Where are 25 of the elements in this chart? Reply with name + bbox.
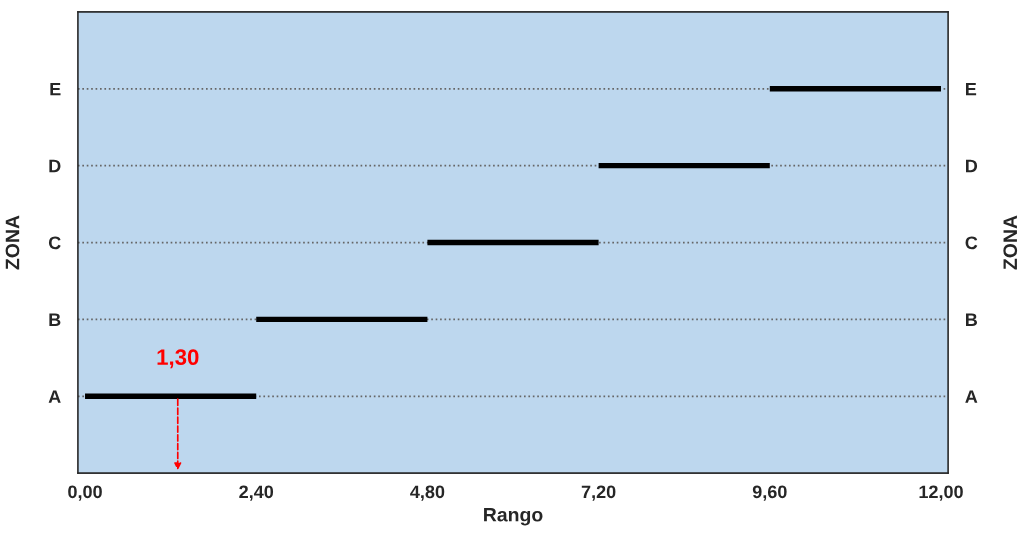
category-label: C xyxy=(965,236,978,250)
x-tick-label: 7,20 xyxy=(581,485,616,501)
y-tick-label: C xyxy=(48,236,61,250)
y2-axis-title: ZONA xyxy=(5,215,20,270)
category-label: B xyxy=(966,313,978,326)
category-label: A xyxy=(965,390,978,403)
bar xyxy=(598,162,770,169)
annotation: 1,30 xyxy=(157,349,199,369)
x-tick-label: 12,00 xyxy=(919,485,963,501)
x-tick-label: 4,80 xyxy=(410,485,445,501)
y-tick-label: E xyxy=(50,82,61,96)
bar xyxy=(256,316,428,323)
bar xyxy=(85,393,257,399)
y-tick-label: A xyxy=(48,390,61,403)
x-tick-label: 9,60 xyxy=(752,485,787,501)
x-axis-title: Rango xyxy=(484,507,543,526)
y-tick-label: D xyxy=(49,159,61,173)
bar xyxy=(769,86,941,92)
x-tick-label: 0,00 xyxy=(68,485,102,501)
y-tick-label: B xyxy=(49,313,61,326)
bar xyxy=(427,239,599,246)
category-label: E xyxy=(966,82,977,96)
y-axis-title: ZONA xyxy=(1003,215,1018,270)
x-tick-label: 2,40 xyxy=(239,485,274,501)
category-label: D xyxy=(966,159,978,173)
